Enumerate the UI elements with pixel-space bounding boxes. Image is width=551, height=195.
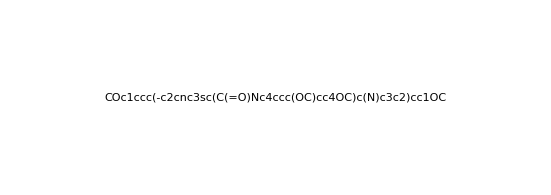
Text: COc1ccc(-c2cnc3sc(C(=O)Nc4ccc(OC)cc4OC)c(N)c3c2)cc1OC: COc1ccc(-c2cnc3sc(C(=O)Nc4ccc(OC)cc4OC)c… xyxy=(105,92,446,103)
